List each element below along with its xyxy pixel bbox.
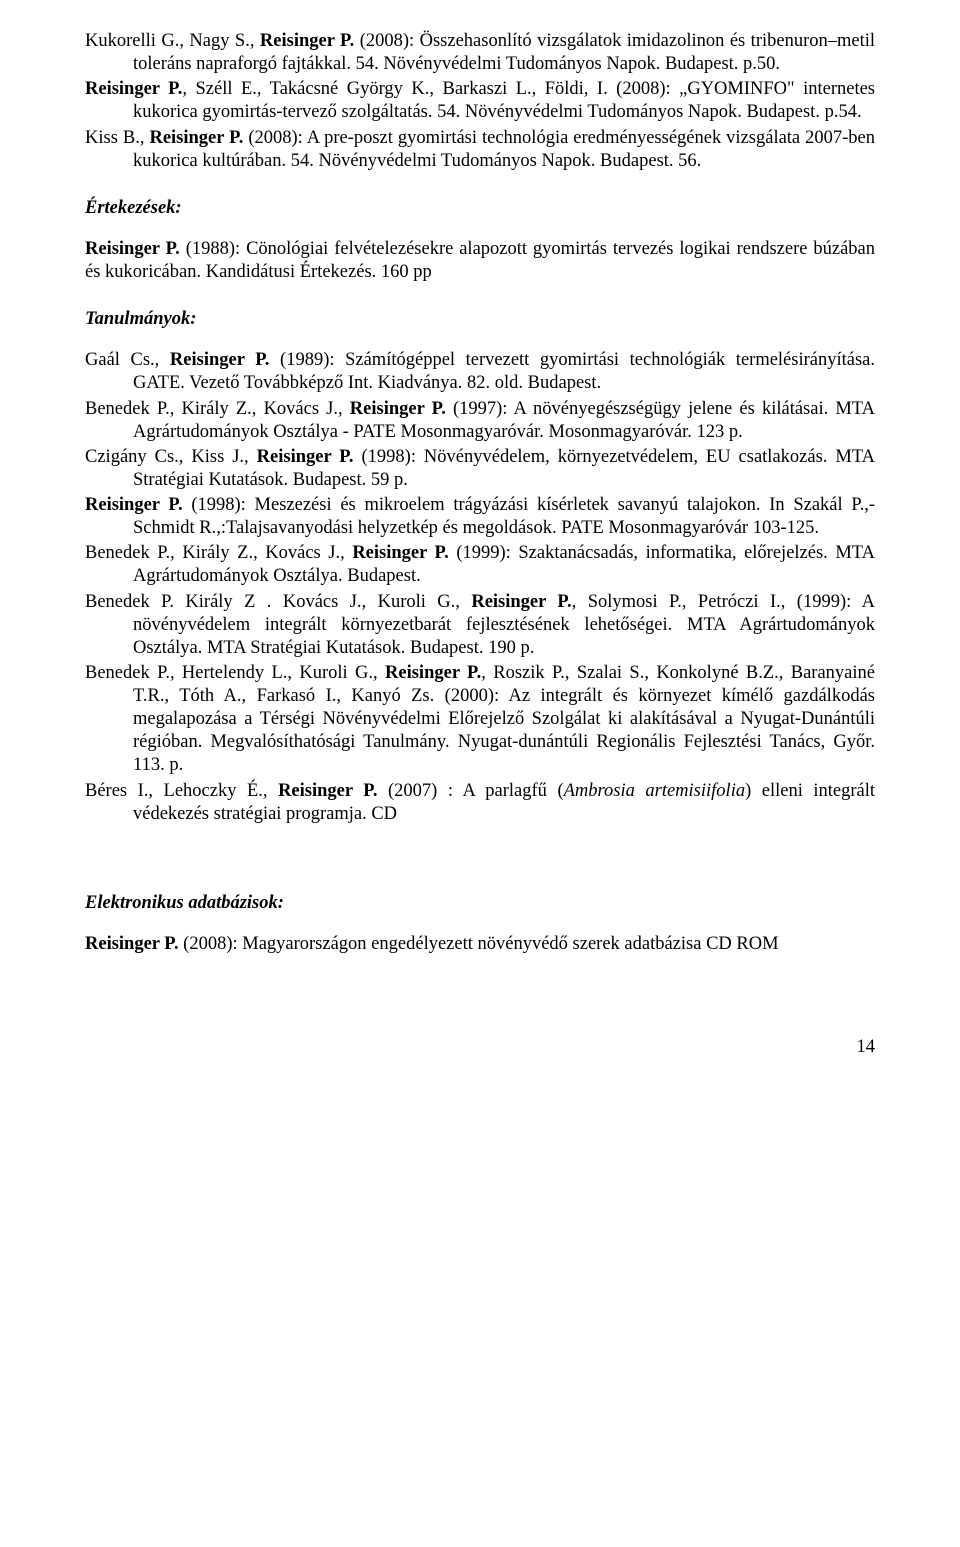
reference-entry: Reisinger P., Széll E., Takácsné György … [85,78,875,124]
ref-author-bold: Reisinger P. [149,128,243,148]
section-heading-tanulmanyok: Tanulmányok: [85,308,875,331]
tanulmany-entry: Reisinger P. (1998): Meszezési és mikroe… [85,494,875,540]
ref-italic: Ambrosia artemisiifolia [564,781,745,801]
ref-author-bold: Reisinger P. [385,663,481,683]
ref-rest: (1998): Meszezési és mikroelem trágyázás… [133,495,875,538]
ref-rest: (1988): Cönológiai felvételezésekre alap… [85,239,875,282]
tanulmany-entry: Benedek P., Hertelendy L., Kuroli G., Re… [85,662,875,778]
ref-prefix: Czigány Cs., Kiss J., [85,447,257,467]
tanulmany-entry: Benedek P. Király Z . Kovács J., Kuroli … [85,591,875,660]
elektronikus-entry: Reisinger P. (2008): Magyarországon enge… [85,933,875,956]
ref-prefix: Benedek P., Hertelendy L., Kuroli G., [85,663,385,683]
ref-author-bold: Reisinger P. [352,543,448,563]
ref-prefix: Benedek P. Király Z . Kovács J., Kuroli … [85,592,471,612]
ref-prefix: Benedek P., Király Z., Kovács J., [85,543,352,563]
ref-author-bold: Reisinger P. [85,934,179,954]
ref-author-bold: Reisinger P. [260,31,354,51]
ref-mid: (2007) : A parlagfű ( [377,781,563,801]
ref-author-bold: Reisinger P. [471,592,571,612]
ref-prefix: Kiss B., [85,128,149,148]
tanulmany-entry: Béres I., Lehoczky É., Reisinger P. (200… [85,780,875,826]
ref-author-bold: Reisinger P. [85,79,182,99]
ref-prefix: Gaál Cs., [85,350,170,370]
tanulmany-entry: Benedek P., Király Z., Kovács J., Reisin… [85,542,875,588]
ref-author-bold: Reisinger P. [350,399,446,419]
ref-author-bold: Reisinger P. [85,239,180,259]
ref-author-bold: Reisinger P. [257,447,354,467]
reference-entry: Kiss B., Reisinger P. (2008): A pre-posz… [85,127,875,173]
ref-prefix: Benedek P., Király Z., Kovács J., [85,399,350,419]
ref-rest: , Széll E., Takácsné György K., Barkaszi… [133,79,875,122]
tanulmany-entry: Czigány Cs., Kiss J., Reisinger P. (1998… [85,446,875,492]
tanulmany-entry: Gaál Cs., Reisinger P. (1989): Számítógé… [85,349,875,395]
ref-author-bold: Reisinger P. [85,495,183,515]
ref-author-bold: Reisinger P. [278,781,377,801]
ref-rest: (2008): Magyarországon engedélyezett növ… [179,934,779,954]
tanulmany-entry: Benedek P., Király Z., Kovács J., Reisin… [85,398,875,444]
ref-author-bold: Reisinger P. [170,350,270,370]
section-heading-ertekezesek: Értekezések: [85,197,875,220]
page-number: 14 [85,1036,875,1059]
reference-entry: Kukorelli G., Nagy S., Reisinger P. (200… [85,30,875,76]
section-heading-elektronikus: Elektronikus adatbázisok: [85,892,875,915]
ref-prefix: Béres I., Lehoczky É., [85,781,278,801]
ref-rest: (2008): A pre-poszt gyomirtási technológ… [133,128,875,171]
ertekezes-entry: Reisinger P. (1988): Cönológiai felvétel… [85,238,875,284]
ref-prefix: Kukorelli G., Nagy S., [85,31,260,51]
